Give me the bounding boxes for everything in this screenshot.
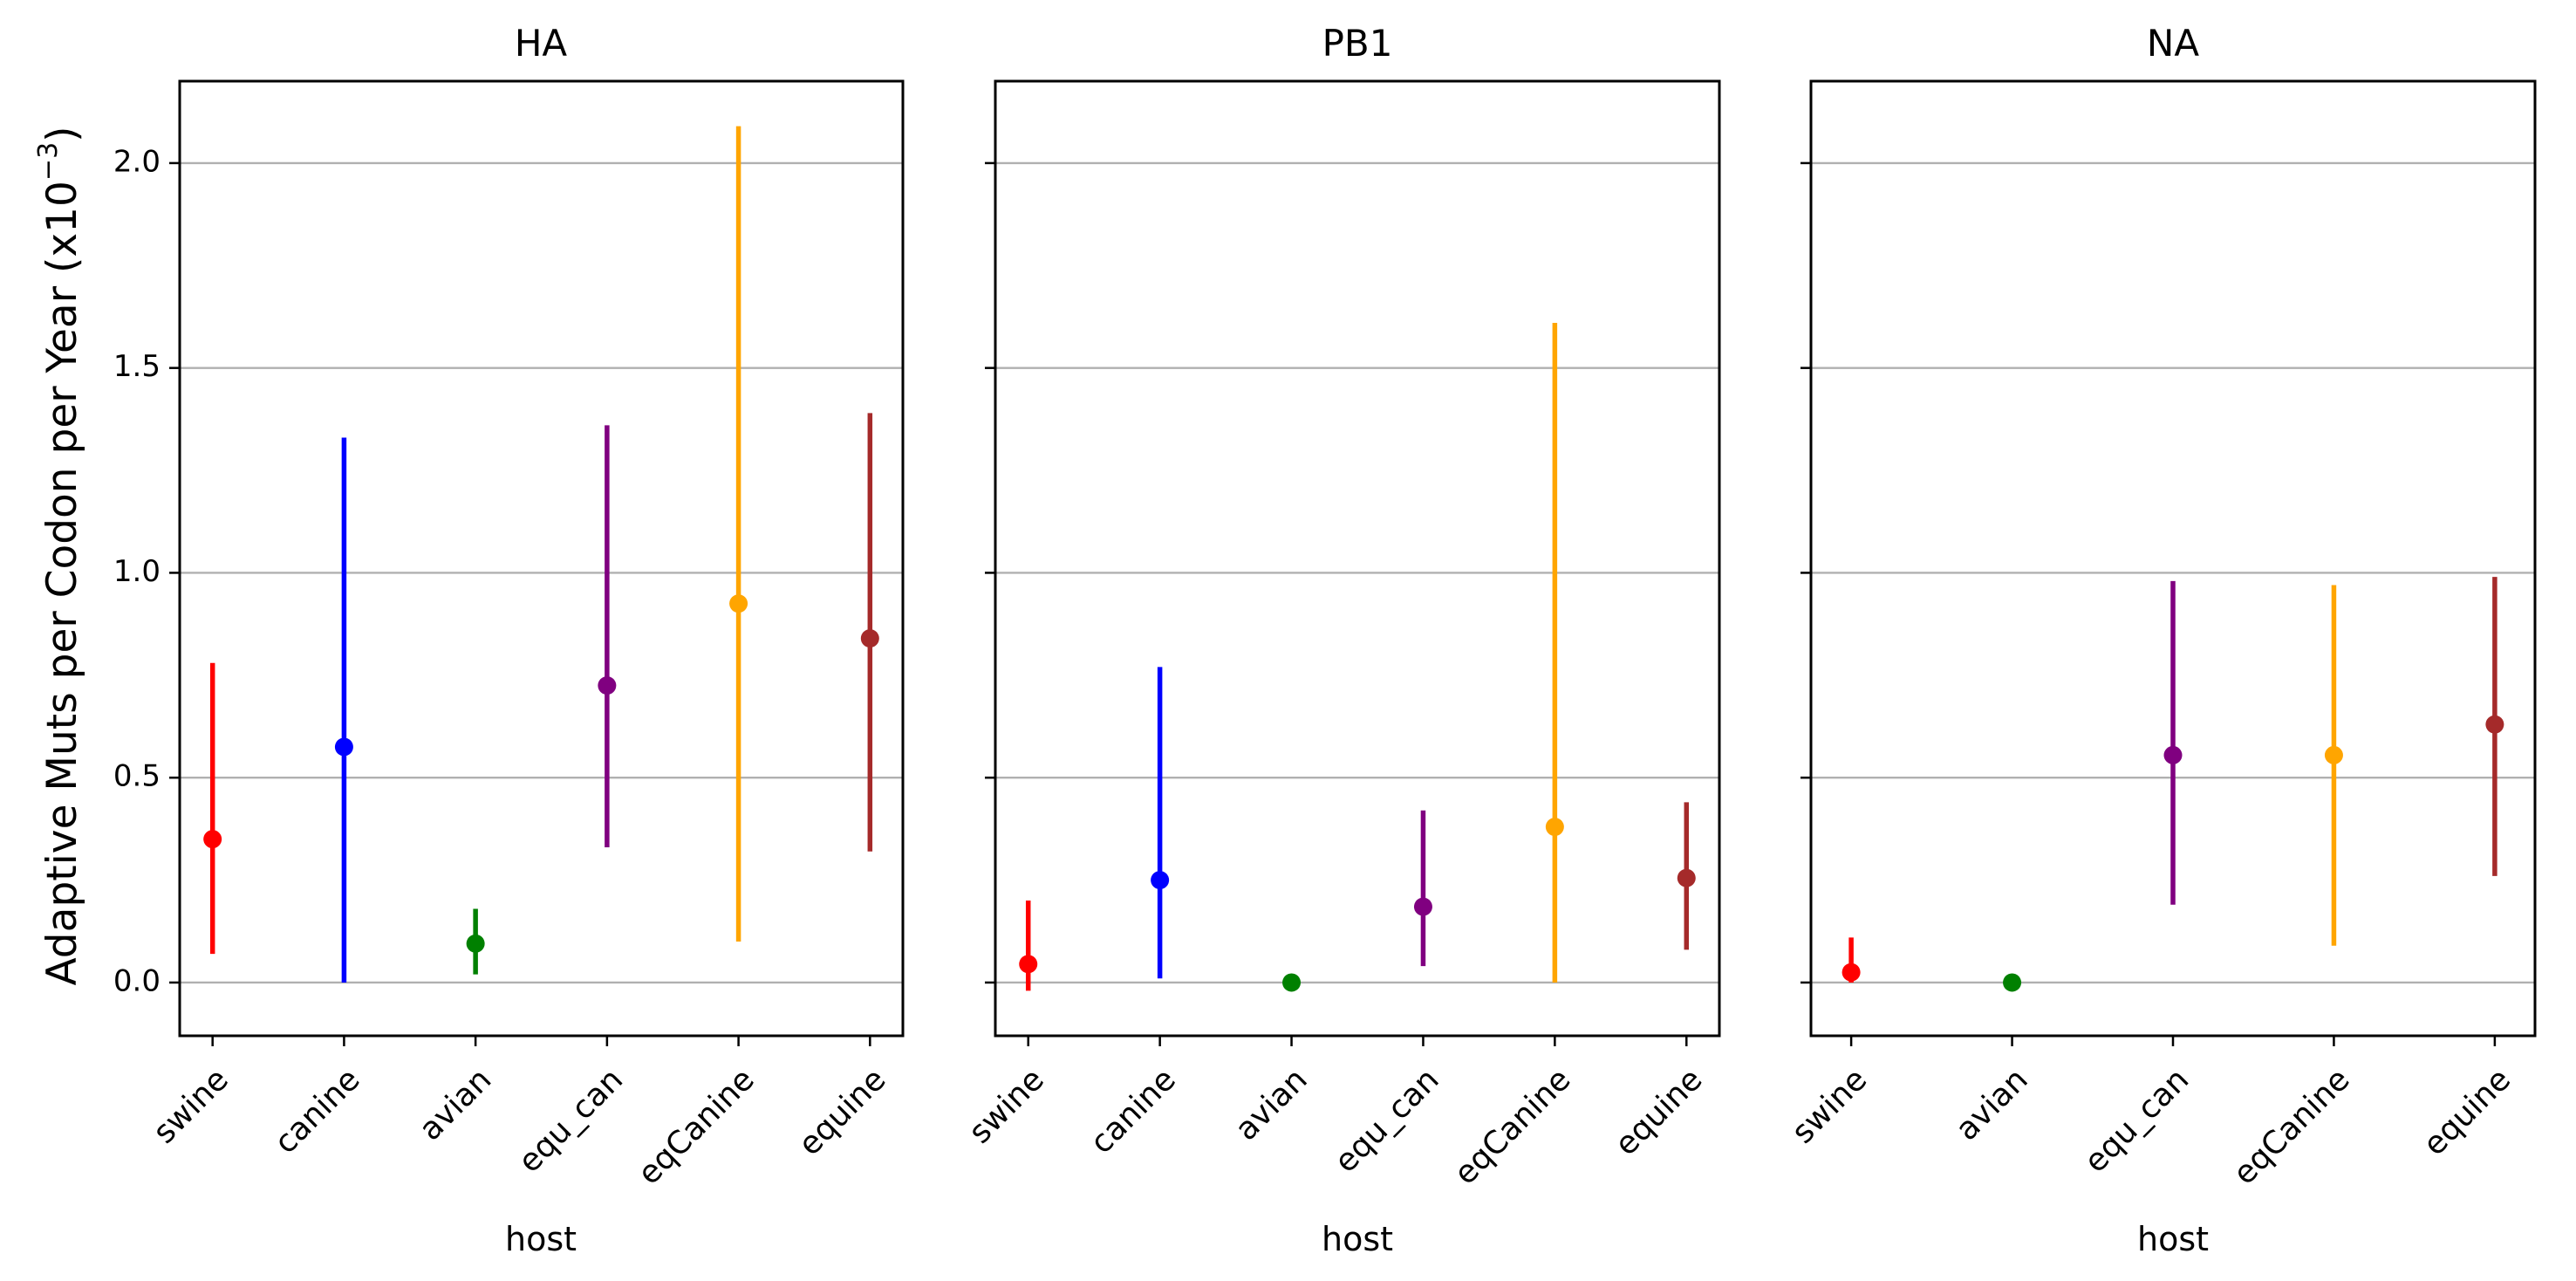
pb1-x-axis-label: host	[1322, 1220, 1393, 1258]
ha-point-equine	[860, 629, 879, 648]
pb1-gridlines	[995, 161, 1719, 984]
y-tick-label: 0.0	[113, 963, 161, 998]
pb1-point-eqCanine	[1545, 818, 1564, 837]
y-axis-label-superscript: −3	[33, 142, 64, 181]
na-point-swine	[1841, 962, 1861, 982]
ha-gridlines	[180, 161, 903, 984]
y-tick-label: 0.5	[113, 759, 161, 794]
pb1-axes-frame	[994, 79, 1721, 1038]
y-tick-label: 2.0	[113, 144, 161, 179]
pb1-point-equ_can	[1413, 897, 1432, 916]
na-point-avian	[2003, 973, 2022, 992]
ha-point-swine	[203, 830, 222, 849]
pb1-point-avian	[1282, 973, 1302, 992]
ha-point-eqCanine	[729, 594, 748, 613]
na-point-equ_can	[2163, 745, 2183, 764]
na-y-axis	[1800, 161, 1811, 984]
pb1-point-canine	[1151, 871, 1170, 890]
pb1-y-axis	[985, 161, 995, 984]
pb1-point-swine	[1019, 955, 1038, 974]
pb1-panel-title: PB1	[1322, 22, 1393, 65]
na-x-axis-label: host	[2137, 1220, 2209, 1258]
ha-y-axis: 0.0 0.5 1.0 1.5 2.0	[113, 144, 180, 998]
ha-point-canine	[334, 737, 353, 757]
pb1-data-layer	[1019, 323, 1696, 992]
na-point-eqCanine	[2324, 745, 2343, 764]
ha-point-avian	[466, 934, 485, 953]
ha-x-axis-label: host	[505, 1220, 577, 1258]
y-tick-label: 1.5	[113, 349, 161, 384]
pb1-point-equine	[1677, 868, 1696, 887]
ha-data-layer	[203, 126, 879, 983]
ha-axes-frame	[178, 79, 905, 1038]
y-tick-label: 1.0	[113, 554, 161, 589]
y-axis-label: Adaptive Muts per Codon per Year (x10−3)	[33, 126, 86, 985]
na-panel-title: NA	[2147, 22, 2199, 65]
ha-panel-title: HA	[515, 22, 568, 65]
ha-point-equ_can	[598, 676, 617, 695]
na-data-layer	[1841, 577, 2504, 992]
na-point-equine	[2485, 715, 2504, 734]
